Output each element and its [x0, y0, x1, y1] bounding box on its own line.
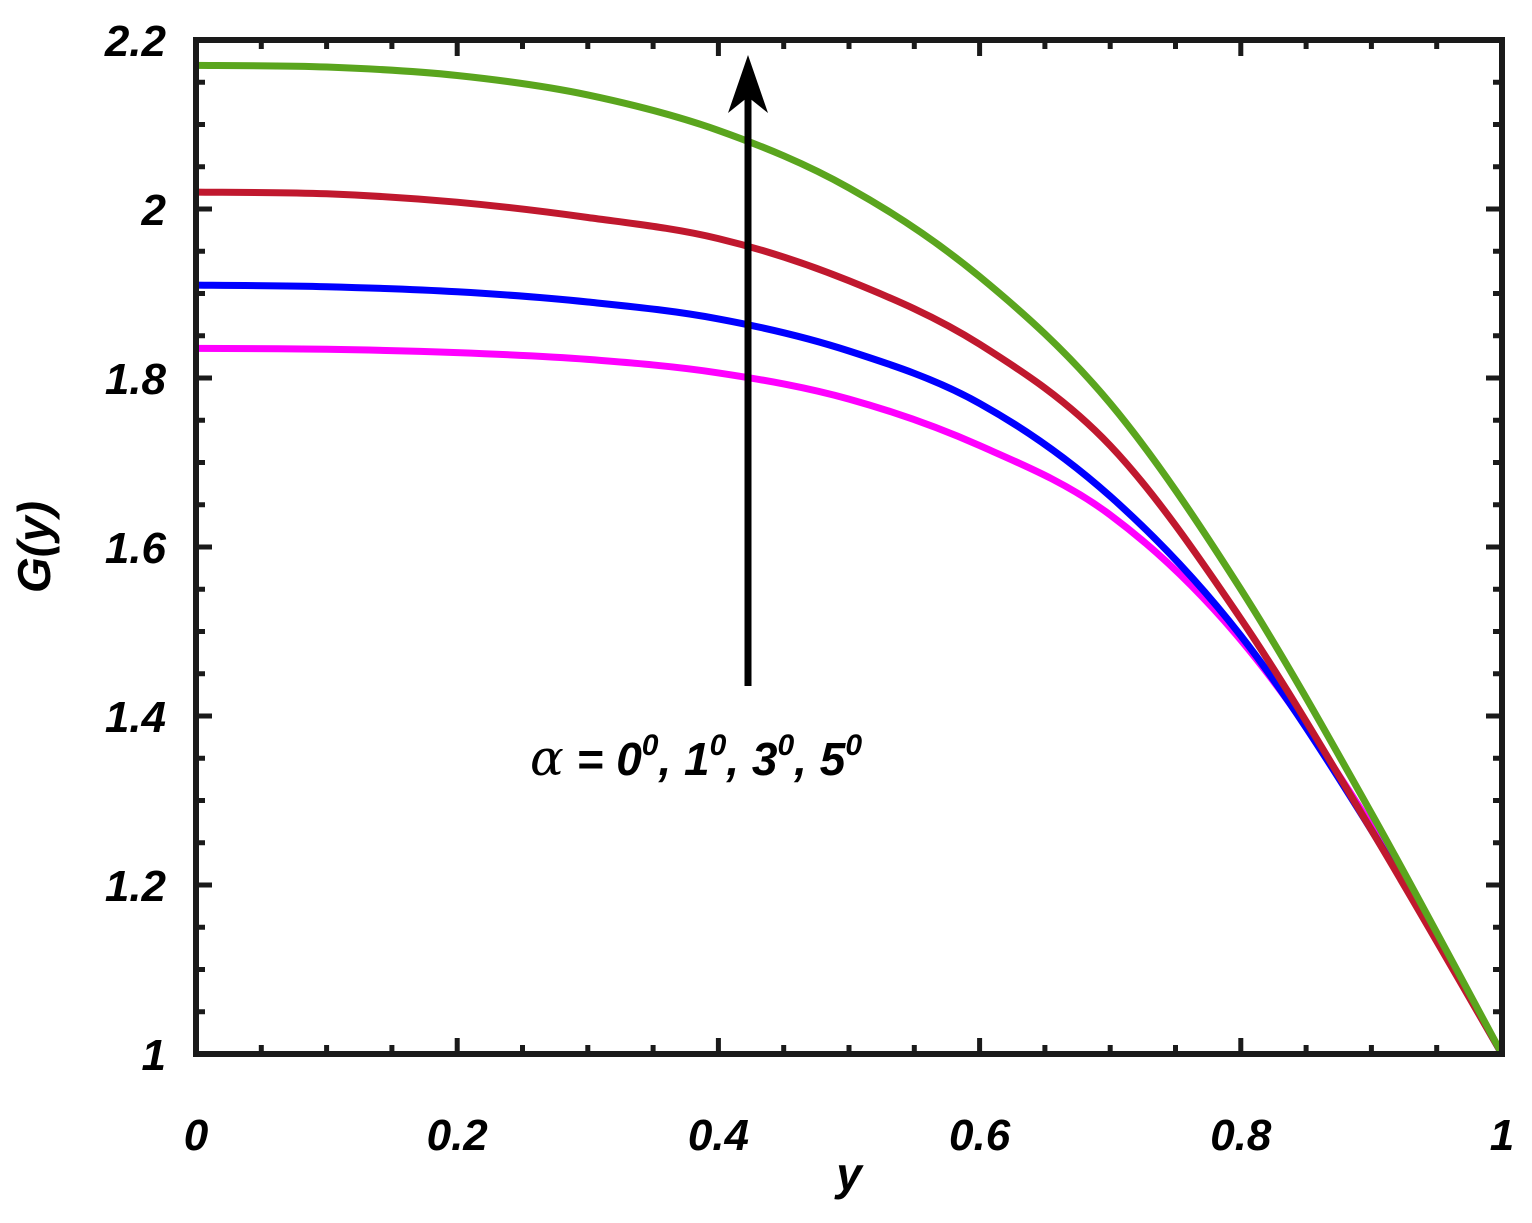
annotation-superscript: 0 [845, 729, 862, 762]
x-tick-label: 0.8 [1210, 1111, 1272, 1160]
x-tick-label: 1 [1490, 1111, 1514, 1160]
x-tick-label: 0.6 [949, 1111, 1011, 1160]
plot-frame [193, 37, 1505, 1057]
annotation: α = 00, 10, 30, 50 [530, 55, 862, 787]
annotation-value: 0 [616, 733, 642, 785]
x-axis-label: y [834, 1148, 864, 1200]
y-tick-label: 1 [142, 1031, 166, 1080]
annotation-arrow-head [728, 55, 768, 113]
y-tick-label: 1.2 [105, 862, 167, 911]
annotation-superscript: 0 [710, 729, 727, 762]
annotation-equals: = [564, 733, 616, 785]
x-tick-label: 0.4 [688, 1111, 749, 1160]
x-tick-label: 0.2 [427, 1111, 489, 1160]
annotation-symbol: α [530, 729, 564, 787]
y-tick-label: 2.2 [104, 17, 167, 66]
annotation-superscript: 0 [777, 729, 794, 762]
annotation-value: , 1 [657, 733, 709, 785]
annotation-label: α = 00, 10, 30, 50 [530, 729, 862, 787]
y-tick-label: 1.4 [105, 693, 166, 742]
y-tick-label: 1.8 [105, 355, 167, 404]
y-tick-label: 2 [141, 186, 167, 235]
annotation-superscript: 0 [642, 729, 659, 762]
x-tick-label: 0 [184, 1111, 209, 1160]
series-line-3 [195, 188, 1506, 1056]
series-layer [195, 61, 1506, 1056]
annotation-value: , 3 [725, 733, 778, 785]
annotation-value: , 5 [793, 733, 847, 785]
x-tick-labels: 0 0.2 0.4 0.6 0.8 1 [184, 1111, 1514, 1160]
ticks-layer [193, 37, 1505, 1057]
y-axis-label: G(y) [8, 501, 60, 593]
y-tick-label: 1.6 [105, 524, 167, 573]
series-line-4 [195, 61, 1506, 1056]
y-tick-labels: 1 1.2 1.4 1.6 1.8 2 2.2 [104, 17, 167, 1080]
